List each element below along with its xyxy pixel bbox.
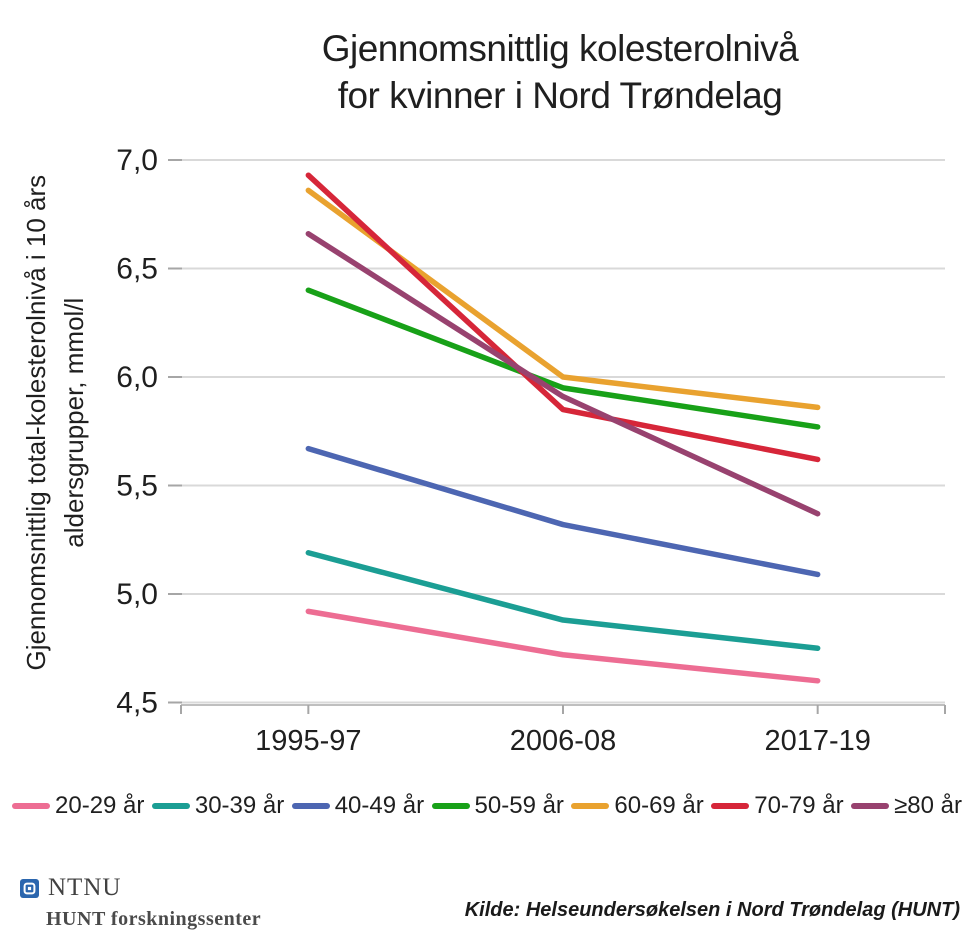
chart-title-line2: for kvinner i Nord Trøndelag bbox=[337, 74, 783, 116]
legend-item: 40-49 år bbox=[291, 792, 425, 820]
y-tick-label: 6,5 bbox=[116, 253, 158, 286]
legend-swatch bbox=[571, 803, 610, 809]
legend-label: ≥80 år bbox=[894, 792, 962, 819]
ntnu-logo-text: NTNU bbox=[48, 874, 122, 901]
legend-swatch bbox=[12, 803, 50, 809]
line-chart-plot: 7,0 6,5 6,0 5,5 5,0 4,5 1995-97 2006-08 2017-19 bbox=[116, 144, 946, 757]
series-line bbox=[305, 187, 821, 411]
legend-swatch bbox=[151, 803, 190, 809]
legend-label: 70-79 år bbox=[754, 792, 844, 819]
y-tick-label: 4,5 bbox=[116, 687, 158, 720]
x-tick-label: 2017-19 bbox=[764, 725, 870, 757]
y-tick-label: 5,5 bbox=[116, 470, 158, 503]
ntnu-branding: NTNU HUNT forskningssenter bbox=[20, 874, 261, 931]
series-line bbox=[305, 445, 821, 578]
chart-title: Gjennomsnittlig kolesterolnivå for kvinn… bbox=[150, 26, 970, 120]
chart-legend: 20-29 år 30-39 år 40-49 år 50-59 år 60-69 år… bbox=[12, 792, 962, 820]
legend-swatch bbox=[851, 803, 890, 809]
series-line bbox=[305, 287, 821, 430]
legend-item: 30-39 år bbox=[151, 792, 285, 820]
legend-label: 40-49 år bbox=[334, 792, 425, 819]
legend-label: 50-59 år bbox=[474, 792, 564, 819]
legend-swatch bbox=[431, 803, 470, 809]
legend-swatch bbox=[711, 803, 750, 809]
series-line bbox=[305, 608, 821, 684]
y-tick-label: 6,0 bbox=[116, 361, 158, 394]
legend-item: 70-79 år bbox=[711, 792, 844, 820]
legend-item: 50-59 år bbox=[431, 792, 564, 820]
y-tick-label: 7,0 bbox=[116, 144, 158, 177]
series-line bbox=[305, 231, 821, 517]
series-line bbox=[305, 172, 821, 463]
x-tick-label: 2006-08 bbox=[510, 725, 616, 757]
legend-item: ≥80 år bbox=[851, 792, 962, 820]
ntnu-logo-icon bbox=[20, 878, 39, 898]
chart-title-line1: Gjennomsnittlig kolesterolnivå bbox=[321, 28, 799, 69]
legend-label: 20-29 år bbox=[55, 792, 145, 819]
legend-label: 30-39 år bbox=[194, 792, 285, 819]
legend-item: 20-29 år bbox=[12, 792, 144, 820]
y-tick-label: 5,0 bbox=[116, 578, 158, 611]
source-citation: Kilde: Helseundersøkelsen i Nord Trøndel… bbox=[464, 899, 960, 921]
x-tick-label: 1995-97 bbox=[255, 725, 361, 757]
hunt-center-label: HUNT forskningssenter bbox=[46, 908, 262, 930]
legend-item: 60-69 år bbox=[571, 792, 704, 820]
legend-swatch bbox=[291, 803, 330, 809]
legend-label: 60-69 år bbox=[614, 792, 704, 819]
series-line bbox=[305, 550, 821, 651]
